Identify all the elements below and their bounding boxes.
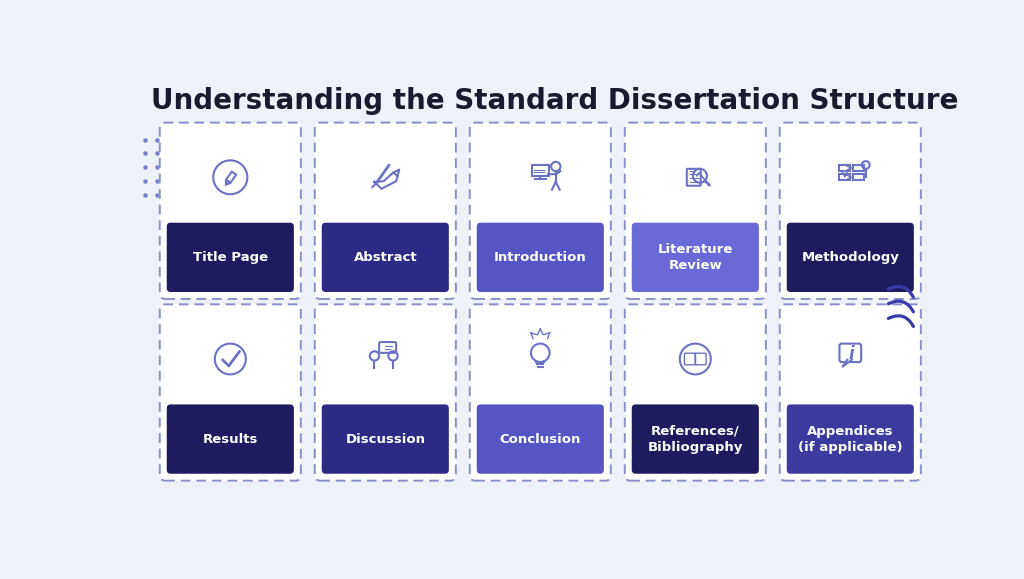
FancyBboxPatch shape <box>786 223 913 292</box>
FancyBboxPatch shape <box>632 404 759 474</box>
Text: Literature
Review: Literature Review <box>657 243 733 272</box>
FancyBboxPatch shape <box>632 223 759 292</box>
FancyBboxPatch shape <box>167 223 294 292</box>
Text: References/
Bibliography: References/ Bibliography <box>647 424 743 453</box>
FancyBboxPatch shape <box>314 123 456 299</box>
Polygon shape <box>843 360 852 367</box>
Text: Introduction: Introduction <box>494 251 587 264</box>
Text: Methodology: Methodology <box>802 251 899 264</box>
FancyBboxPatch shape <box>314 305 456 481</box>
FancyBboxPatch shape <box>322 223 449 292</box>
FancyBboxPatch shape <box>160 305 301 481</box>
Bar <box>840 165 850 171</box>
FancyBboxPatch shape <box>167 404 294 474</box>
FancyBboxPatch shape <box>477 404 604 474</box>
FancyBboxPatch shape <box>779 123 921 299</box>
FancyBboxPatch shape <box>779 305 921 481</box>
Polygon shape <box>375 173 397 189</box>
FancyBboxPatch shape <box>322 404 449 474</box>
Text: i: i <box>848 345 854 362</box>
Text: Title Page: Title Page <box>193 251 268 264</box>
Text: Understanding the Standard Dissertation Structure: Understanding the Standard Dissertation … <box>151 87 957 115</box>
Text: Appendices
(if applicable): Appendices (if applicable) <box>798 424 902 453</box>
FancyBboxPatch shape <box>625 305 766 481</box>
Text: Discussion: Discussion <box>345 433 425 446</box>
FancyBboxPatch shape <box>160 123 301 299</box>
FancyBboxPatch shape <box>625 123 766 299</box>
FancyBboxPatch shape <box>477 223 604 292</box>
Text: Abstract: Abstract <box>353 251 417 264</box>
FancyBboxPatch shape <box>470 305 611 481</box>
Text: Results: Results <box>203 433 258 446</box>
Bar <box>853 174 864 181</box>
Text: Conclusion: Conclusion <box>500 433 581 446</box>
Bar <box>853 165 864 171</box>
Bar <box>840 174 850 181</box>
FancyBboxPatch shape <box>470 123 611 299</box>
Bar <box>531 165 549 176</box>
FancyBboxPatch shape <box>786 404 913 474</box>
